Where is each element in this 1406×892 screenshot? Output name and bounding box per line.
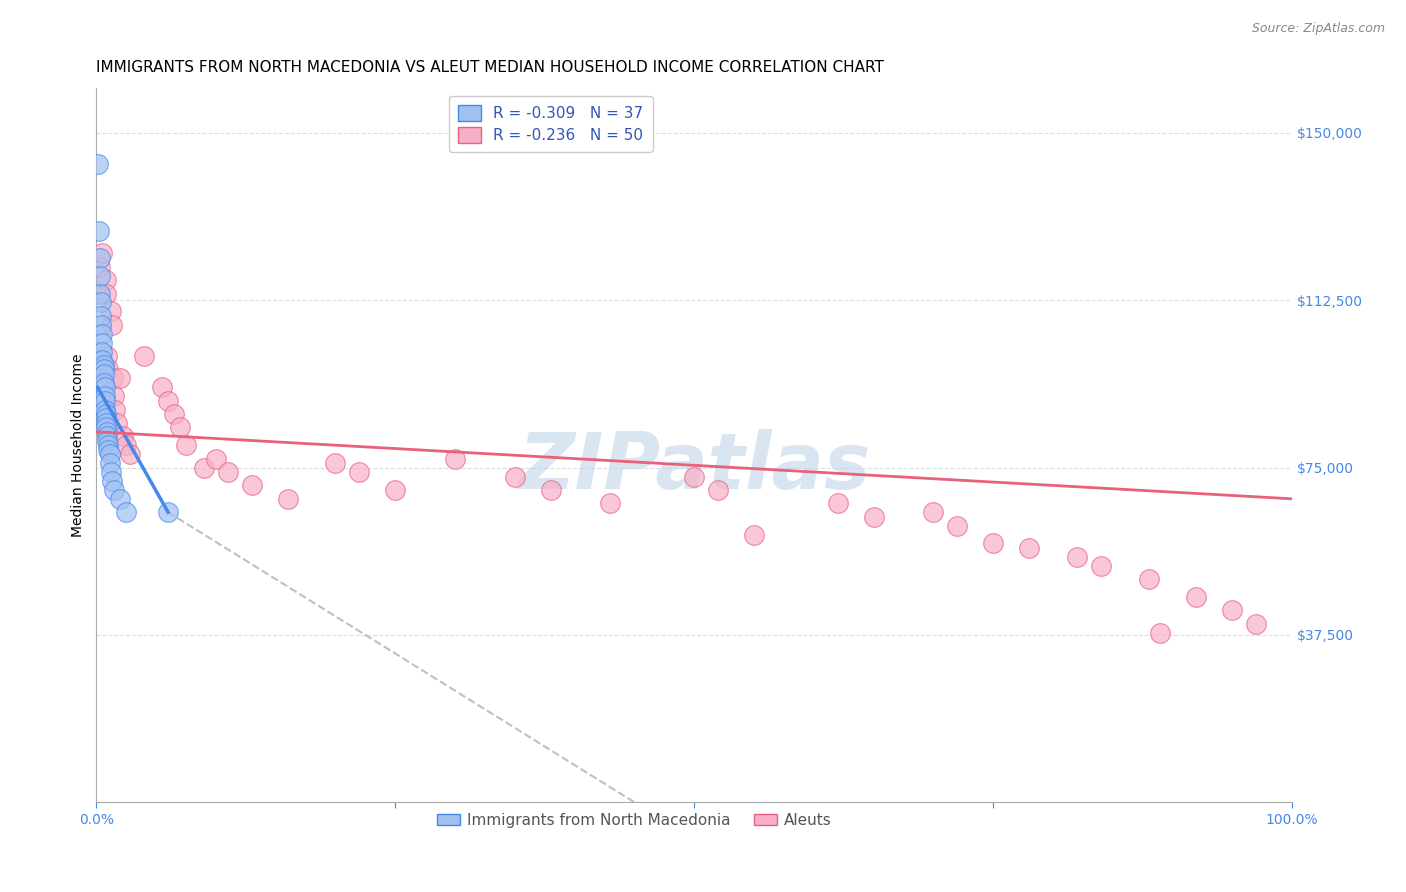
Point	[115, 438, 138, 452]
Point	[91, 344, 114, 359]
Point	[862, 509, 884, 524]
Point	[104, 402, 127, 417]
Point	[105, 416, 128, 430]
Point	[98, 447, 121, 461]
Point	[1066, 549, 1088, 564]
Point	[97, 442, 120, 457]
Point	[93, 393, 115, 408]
Point	[96, 429, 118, 443]
Point	[240, 478, 263, 492]
Point	[110, 491, 132, 506]
Text: IMMIGRANTS FROM NORTH MACEDONIA VS ALEUT MEDIAN HOUSEHOLD INCOME CORRELATION CHA: IMMIGRANTS FROM NORTH MACEDONIA VS ALEUT…	[97, 60, 884, 75]
Point	[922, 505, 945, 519]
Point	[1090, 558, 1112, 573]
Point	[93, 376, 115, 390]
Point	[217, 465, 239, 479]
Point	[86, 157, 108, 171]
Point	[101, 318, 124, 332]
Point	[97, 438, 120, 452]
Point	[1244, 616, 1267, 631]
Point	[946, 518, 969, 533]
Point	[94, 420, 117, 434]
Point	[1220, 603, 1243, 617]
Point	[96, 349, 118, 363]
Point	[742, 527, 765, 541]
Text: Source: ZipAtlas.com: Source: ZipAtlas.com	[1251, 22, 1385, 36]
Point	[93, 367, 115, 381]
Point	[100, 465, 122, 479]
Y-axis label: Median Household Income: Median Household Income	[72, 353, 86, 537]
Point	[1018, 541, 1040, 555]
Point	[91, 353, 114, 368]
Point	[174, 438, 197, 452]
Point	[103, 483, 125, 497]
Point	[100, 304, 122, 318]
Point	[444, 451, 467, 466]
Point	[981, 536, 1004, 550]
Point	[89, 268, 111, 283]
Point	[93, 380, 115, 394]
Point	[97, 362, 120, 376]
Point	[599, 496, 621, 510]
Point	[827, 496, 849, 510]
Point	[1149, 625, 1171, 640]
Point	[707, 483, 730, 497]
Point	[111, 429, 134, 443]
Point	[205, 451, 228, 466]
Point	[94, 273, 117, 287]
Point	[193, 460, 215, 475]
Point	[94, 416, 117, 430]
Point	[91, 335, 114, 350]
Point	[118, 447, 141, 461]
Point	[93, 402, 115, 417]
Point	[90, 309, 112, 323]
Point	[134, 349, 156, 363]
Legend: Immigrants from North Macedonia, Aleuts: Immigrants from North Macedonia, Aleuts	[430, 806, 838, 834]
Point	[89, 286, 111, 301]
Point	[94, 286, 117, 301]
Point	[93, 362, 115, 376]
Point	[1185, 590, 1208, 604]
Point	[325, 456, 347, 470]
Point	[91, 246, 114, 260]
Point	[87, 224, 110, 238]
Point	[90, 295, 112, 310]
Point	[349, 465, 371, 479]
Point	[683, 469, 706, 483]
Point	[93, 358, 115, 372]
Text: ZIPatlas: ZIPatlas	[517, 429, 870, 505]
Point	[540, 483, 562, 497]
Point	[110, 371, 132, 385]
Point	[157, 393, 180, 408]
Point	[93, 389, 115, 403]
Point	[277, 491, 299, 506]
Point	[1137, 572, 1160, 586]
Point	[115, 505, 138, 519]
Point	[384, 483, 406, 497]
Point	[98, 456, 121, 470]
Point	[94, 411, 117, 425]
Point	[89, 251, 111, 265]
Point	[103, 389, 125, 403]
Point	[157, 505, 180, 519]
Point	[169, 420, 191, 434]
Point	[163, 407, 186, 421]
Point	[96, 434, 118, 448]
Point	[89, 260, 111, 274]
Point	[101, 474, 124, 488]
Point	[96, 425, 118, 439]
Point	[150, 380, 173, 394]
Point	[91, 326, 114, 341]
Point	[101, 371, 124, 385]
Point	[90, 318, 112, 332]
Point	[94, 407, 117, 421]
Point	[503, 469, 526, 483]
